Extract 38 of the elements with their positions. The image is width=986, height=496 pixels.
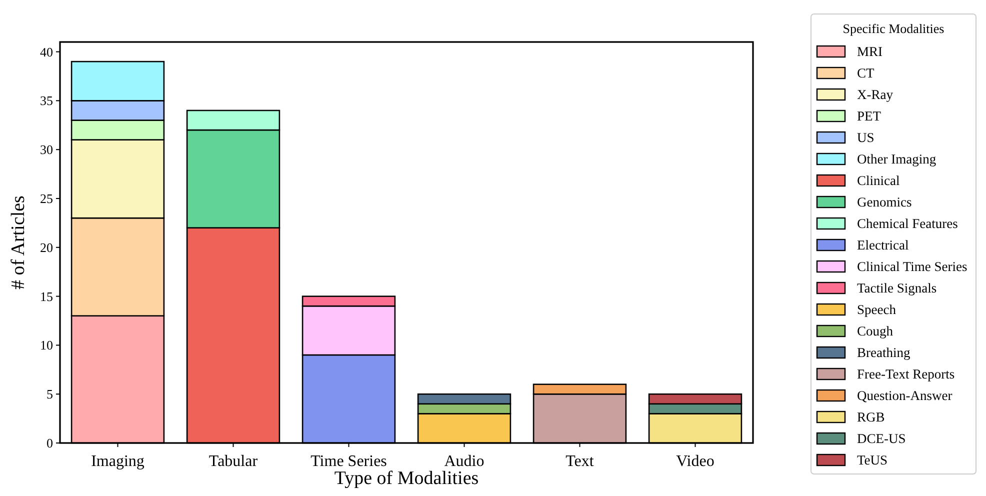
y-axis-title: # of Articles: [8, 196, 29, 290]
legend-label: Breathing: [857, 345, 910, 360]
legend-label: Question-Answer: [857, 388, 953, 403]
x-tick-label: Text: [566, 453, 594, 470]
legend-label: MRI: [857, 44, 884, 59]
y-tick-label: 40: [40, 44, 53, 60]
legend-label: PET: [857, 108, 882, 124]
y-tick-label: 15: [40, 288, 53, 304]
legend-label: Clinical: [857, 173, 900, 188]
legend-label: Tactile Signals: [857, 280, 937, 296]
x-tick-label: Audio: [444, 453, 484, 470]
y-tick-label: 20: [40, 240, 53, 255]
legend-label: Clinical Time Series: [857, 259, 968, 274]
y-tick-label: 10: [40, 338, 53, 353]
x-axis-title: Type of Modalities: [334, 468, 479, 489]
y-tick-label: 5: [46, 386, 53, 402]
y-tick-label: 30: [40, 142, 53, 158]
legend-label: Speech: [857, 302, 896, 317]
legend-label: Other Imaging: [857, 152, 936, 166]
legend-label: X-Ray: [857, 87, 894, 102]
legend-label: Electrical: [857, 238, 909, 252]
x-tick-label: Tabular: [208, 453, 258, 470]
legend-label: Genomics: [857, 194, 912, 210]
x-tick-label: Time Series: [310, 453, 387, 470]
legend-title: Specific Modalities: [842, 21, 944, 36]
legend-label: RGB: [857, 410, 885, 424]
legend-label: Free-Text Reports: [857, 366, 955, 382]
y-tick-label: 25: [40, 190, 53, 206]
legend-label: Chemical Features: [857, 216, 958, 231]
legend-label: US: [857, 130, 874, 145]
legend-label: TeUS: [857, 452, 888, 468]
legend-label: Cough: [857, 324, 894, 338]
y-tick-label: 0: [46, 436, 53, 450]
legend-label: CT: [857, 66, 876, 80]
y-tick-label: 35: [40, 93, 53, 108]
x-tick-label: Imaging: [91, 453, 144, 470]
x-tick-label: Video: [676, 453, 714, 470]
legend-label: DCE-US: [857, 431, 906, 446]
